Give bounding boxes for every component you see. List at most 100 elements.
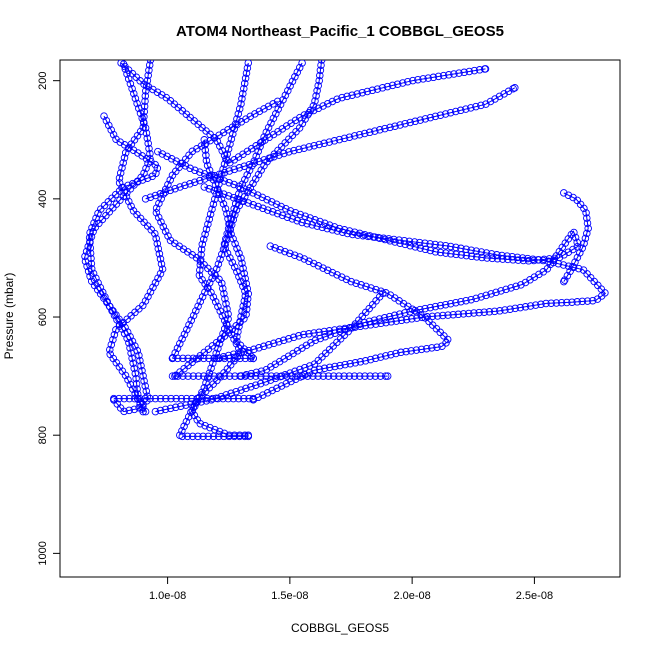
data-point bbox=[227, 389, 235, 398]
data-point bbox=[450, 70, 458, 78]
data-point bbox=[376, 234, 384, 243]
data-point bbox=[120, 188, 128, 196]
data-point bbox=[362, 282, 370, 291]
data-point bbox=[493, 251, 501, 259]
data-point bbox=[171, 403, 180, 412]
data-point bbox=[275, 338, 283, 346]
data-point bbox=[323, 266, 332, 275]
data-point bbox=[226, 225, 234, 234]
data-point bbox=[239, 282, 247, 291]
data-point bbox=[335, 372, 343, 380]
data-point bbox=[401, 119, 409, 128]
data-point bbox=[388, 81, 397, 90]
data-point bbox=[421, 245, 430, 254]
data-point bbox=[84, 242, 92, 251]
data-point bbox=[235, 249, 243, 258]
data-point bbox=[179, 372, 187, 380]
data-point bbox=[259, 204, 267, 213]
data-point bbox=[475, 66, 484, 74]
data-point bbox=[109, 335, 117, 344]
data-point bbox=[183, 325, 191, 334]
series-8 bbox=[168, 60, 326, 363]
data-point bbox=[529, 255, 537, 263]
data-point bbox=[162, 394, 170, 403]
data-point bbox=[233, 332, 241, 341]
data-point bbox=[229, 215, 238, 224]
data-point bbox=[87, 259, 96, 268]
data-point bbox=[501, 306, 509, 314]
data-point bbox=[433, 343, 441, 351]
data-point bbox=[478, 253, 486, 262]
data-point bbox=[382, 318, 390, 327]
data-point bbox=[92, 274, 100, 282]
data-point bbox=[121, 149, 130, 157]
data-point bbox=[293, 216, 301, 225]
data-point bbox=[144, 139, 152, 148]
data-point bbox=[255, 107, 264, 116]
data-point bbox=[467, 252, 476, 261]
data-point bbox=[210, 269, 219, 278]
data-point bbox=[202, 156, 211, 165]
data-point bbox=[188, 394, 196, 403]
data-point bbox=[483, 254, 491, 262]
data-point bbox=[269, 114, 278, 123]
data-point bbox=[103, 297, 111, 306]
series-16 bbox=[168, 372, 392, 380]
data-point bbox=[98, 288, 107, 297]
data-point bbox=[164, 232, 172, 240]
data-point bbox=[263, 389, 272, 397]
data-point bbox=[249, 394, 257, 403]
data-point bbox=[203, 283, 212, 292]
data-point bbox=[118, 183, 126, 192]
data-point bbox=[271, 244, 279, 252]
data-point bbox=[151, 279, 160, 287]
data-point bbox=[472, 102, 480, 111]
data-point bbox=[316, 334, 325, 343]
data-point bbox=[524, 257, 533, 265]
data-point bbox=[151, 160, 159, 169]
data-point bbox=[539, 268, 548, 276]
data-point bbox=[436, 111, 445, 119]
data-point bbox=[101, 293, 109, 301]
data-point bbox=[181, 162, 190, 170]
data-point bbox=[188, 432, 197, 441]
data-point bbox=[207, 396, 216, 404]
data-point bbox=[214, 260, 223, 268]
data-point bbox=[196, 266, 204, 274]
data-point bbox=[422, 344, 431, 353]
x-tick-label: 1.5e-08 bbox=[271, 590, 308, 602]
data-point bbox=[454, 310, 463, 319]
data-point bbox=[124, 376, 132, 384]
data-point bbox=[371, 233, 379, 241]
y-tick-label: 200 bbox=[37, 72, 49, 90]
data-point bbox=[234, 349, 243, 357]
data-point bbox=[264, 206, 272, 214]
data-point bbox=[202, 397, 211, 405]
data-point bbox=[410, 238, 419, 246]
data-point bbox=[328, 268, 337, 277]
data-point bbox=[284, 335, 293, 343]
data-point bbox=[482, 249, 491, 257]
data-point bbox=[212, 394, 221, 402]
data-point bbox=[488, 254, 497, 263]
data-point bbox=[584, 224, 592, 233]
data-point bbox=[305, 109, 313, 117]
data-point bbox=[477, 293, 485, 301]
data-point bbox=[155, 250, 164, 258]
data-point bbox=[315, 365, 324, 374]
data-point bbox=[363, 87, 372, 96]
data-point bbox=[244, 60, 253, 67]
data-point bbox=[258, 193, 267, 202]
series-11 bbox=[200, 183, 609, 363]
data-point bbox=[390, 311, 399, 320]
data-point bbox=[237, 277, 245, 286]
data-point bbox=[462, 105, 470, 113]
data-point bbox=[218, 279, 226, 288]
data-point bbox=[511, 84, 519, 92]
data-point bbox=[338, 273, 346, 281]
data-point bbox=[563, 271, 572, 280]
data-point bbox=[319, 102, 327, 110]
data-point bbox=[309, 106, 318, 115]
data-point bbox=[393, 80, 402, 88]
data-point bbox=[215, 372, 224, 380]
